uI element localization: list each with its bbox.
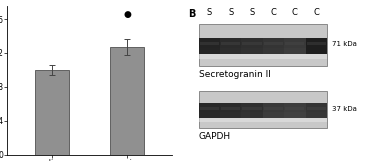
Text: 37 kDa: 37 kDa [332, 106, 357, 112]
Bar [264, 42, 283, 45]
Text: GAPDH: GAPDH [199, 132, 231, 141]
Bar [35, 70, 69, 155]
Bar [220, 38, 241, 54]
Text: S: S [250, 8, 255, 17]
Bar [263, 38, 284, 54]
Text: S: S [228, 8, 233, 17]
Text: Secretogranin II: Secretogranin II [199, 70, 270, 79]
Bar [285, 42, 304, 45]
Bar [243, 107, 262, 110]
Text: C: C [292, 8, 298, 17]
Bar [241, 104, 263, 118]
Text: ●: ● [123, 10, 131, 19]
Text: B: B [188, 9, 195, 19]
Bar [221, 107, 240, 110]
Text: C: C [313, 8, 319, 17]
Bar [110, 47, 144, 155]
Bar [199, 104, 220, 118]
Bar [243, 42, 262, 45]
Bar [305, 38, 327, 54]
Bar [199, 38, 220, 54]
Bar [263, 104, 284, 118]
Bar [241, 38, 263, 54]
Text: 71 kDa: 71 kDa [332, 41, 357, 47]
Bar [200, 42, 219, 45]
Bar [199, 24, 327, 66]
Bar [199, 48, 327, 59]
Bar [220, 104, 241, 118]
Text: C: C [270, 8, 276, 17]
Bar [284, 38, 305, 54]
Bar [307, 42, 326, 45]
Bar [221, 42, 240, 45]
Bar [200, 107, 219, 110]
Text: S: S [207, 8, 212, 17]
Bar [305, 104, 327, 118]
Bar [307, 107, 326, 110]
Bar [199, 91, 327, 128]
Bar [264, 107, 283, 110]
Bar [285, 107, 304, 110]
Bar [284, 104, 305, 118]
Bar [199, 112, 327, 122]
